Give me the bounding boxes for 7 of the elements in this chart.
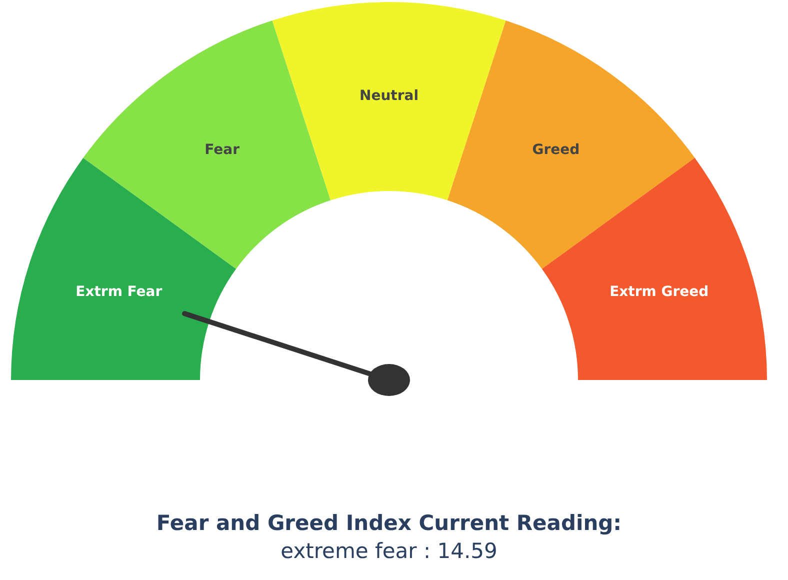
slice-label: Extrm Greed <box>610 284 709 300</box>
slice-label: Neutral <box>359 88 419 104</box>
text: extreme fear : 14.59 <box>280 539 498 563</box>
slice-label: Extrm Fear <box>76 284 162 300</box>
slice-label: Greed <box>532 142 580 158</box>
text: Fear and Greed Index Current Reading: <box>156 511 622 535</box>
slice-label: Fear <box>204 142 240 158</box>
